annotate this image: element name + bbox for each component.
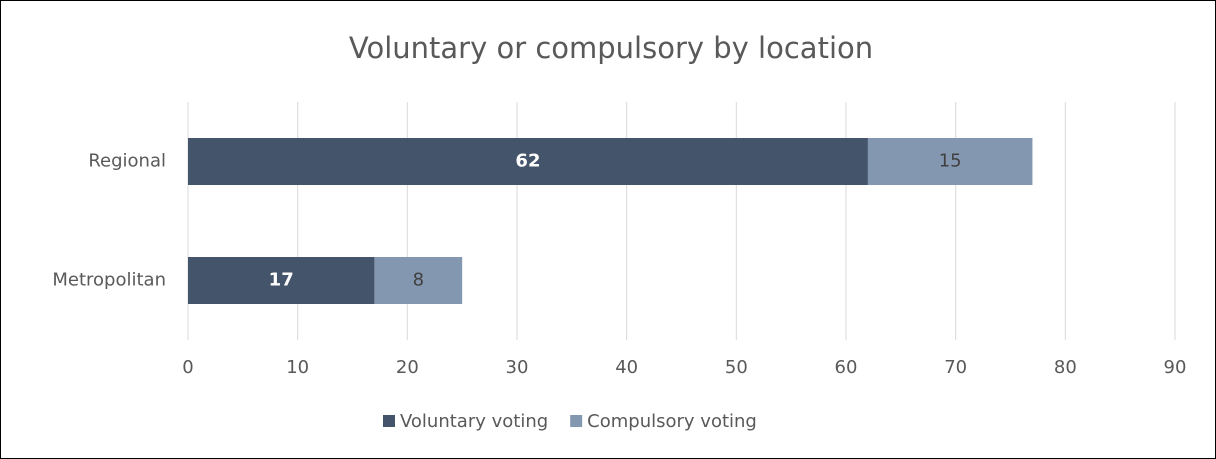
data-label: 15 [939, 151, 962, 172]
chart-title: Voluntary or compulsory by location [349, 31, 873, 65]
x-tick-label: 80 [1054, 357, 1077, 378]
x-tick-label: 10 [286, 357, 309, 378]
data-label: 17 [269, 270, 294, 291]
data-label: 8 [413, 270, 424, 291]
x-tick-label: 60 [835, 357, 858, 378]
legend-label: Compulsory voting [587, 411, 757, 432]
legend-label: Voluntary voting [400, 411, 548, 432]
x-tick-label: 70 [944, 357, 967, 378]
x-tick-label: 0 [182, 357, 193, 378]
y-tick-label: Regional [88, 151, 166, 172]
bar [188, 138, 868, 185]
data-label: 62 [515, 151, 540, 172]
x-tick-label: 90 [1164, 357, 1187, 378]
bar [374, 257, 463, 304]
y-tick-label: Metropolitan [52, 270, 166, 291]
x-tick-label: 30 [506, 357, 529, 378]
bar [867, 138, 1033, 185]
legend-swatch [383, 415, 395, 427]
bar [188, 257, 375, 304]
x-tick-label: 50 [725, 357, 748, 378]
x-tick-label: 20 [396, 357, 419, 378]
x-tick-label: 40 [615, 357, 638, 378]
legend-swatch [570, 415, 583, 427]
